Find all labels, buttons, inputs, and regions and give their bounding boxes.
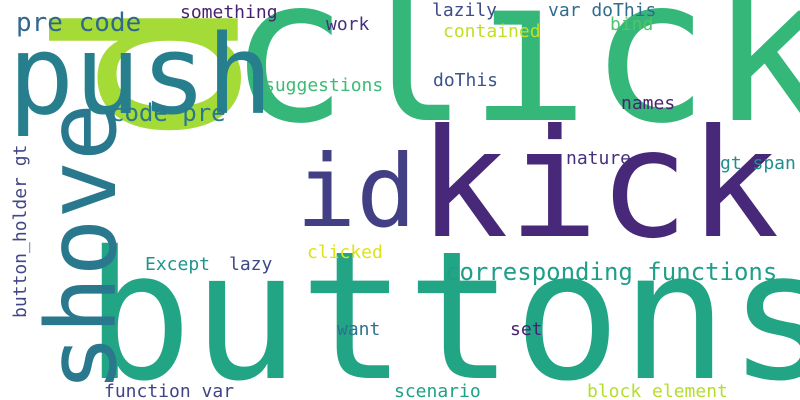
word-lazily: lazily (432, 0, 498, 21)
word-lazy: lazy (229, 254, 273, 275)
word-something: something (180, 2, 278, 23)
word-except: Except (145, 254, 211, 275)
word-nature: nature (566, 148, 632, 169)
word-var-dothis: var doThis (548, 0, 657, 21)
word-function-var: function var (104, 381, 235, 400)
word-set: set (510, 319, 543, 340)
word-push: push (8, 11, 273, 139)
word-kick: kick (418, 98, 780, 272)
word-clicked: clicked (307, 242, 383, 263)
word-pre-code: pre code (16, 8, 142, 38)
word-gt-span: gt span (720, 153, 796, 174)
word-click: click (228, 0, 800, 168)
word-contained: contained (443, 21, 541, 42)
word-button-holder-gt: button_holder gt (10, 144, 31, 318)
word-want: want (337, 319, 381, 340)
word-block-element: block element (587, 381, 728, 400)
word-shove: shove (26, 103, 138, 392)
word-names: names (621, 93, 676, 114)
word-buttons: buttons (85, 213, 800, 400)
word-code-pre: code pre (110, 99, 226, 127)
word-corresponding-functions: corresponding functions (445, 258, 778, 286)
word-work: work (326, 14, 370, 35)
word-scenario: scenario (394, 381, 481, 400)
word-suggestions: suggestions (264, 75, 384, 96)
word-dothis: doThis (433, 70, 499, 91)
word-bind: bind (610, 14, 654, 35)
word-id: id (296, 133, 417, 250)
